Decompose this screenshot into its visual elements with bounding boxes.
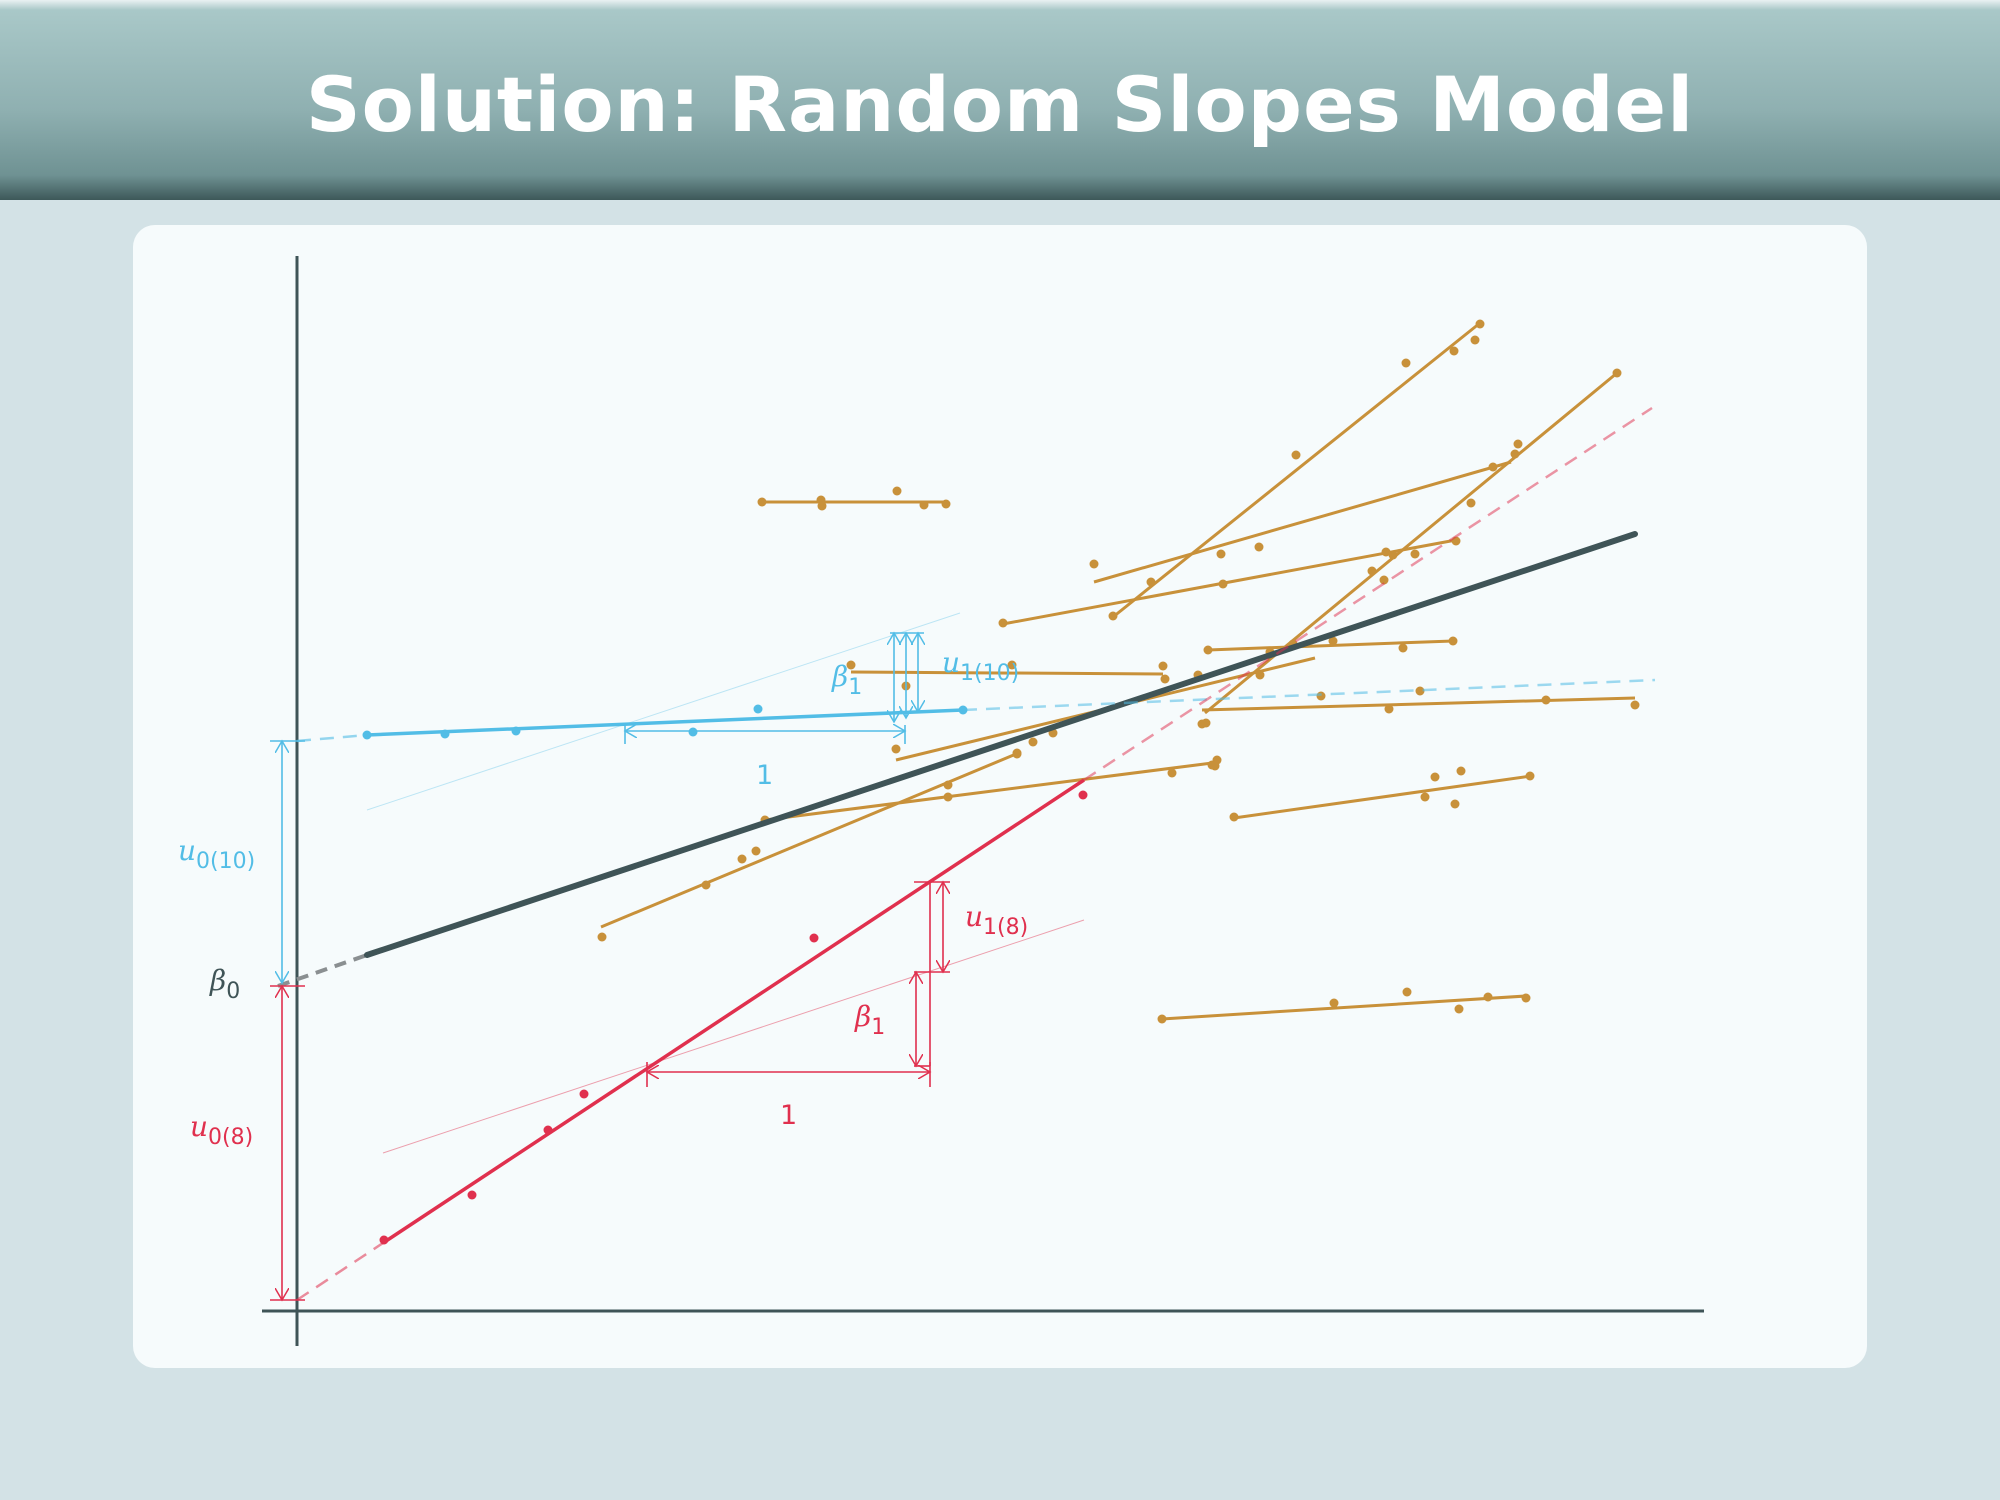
red-u0-label: u0(8) [190,1110,253,1150]
red-one-label: 1 [780,1100,797,1131]
orange-groups [600,321,1636,1021]
red-beta1-label: β1 [854,1000,885,1040]
red-annotations [270,882,950,1300]
blue-dashed-right [962,678,1656,712]
orange-points [597,319,1640,1024]
red-group-line [382,778,1085,1245]
blue-u1-label: u1(10) [942,646,1019,686]
red-guide-line [382,919,1085,1154]
red-dashed-right [1083,406,1653,782]
blue-group-line [366,708,964,737]
blue-guide-line [366,612,961,811]
blue-one-label: 1 [756,760,773,791]
beta0-label: β0 [209,964,240,1004]
red-u1-label: u1(8) [965,900,1028,940]
beta0-dashed-extension [277,953,368,988]
diagram-panel [133,225,1867,1368]
blue-beta1-label: β1 [831,660,862,700]
slide-title: Solution: Random Slopes Model [305,59,1695,149]
blue-dashed-left [296,733,368,743]
blue-u0-label: u0(10) [178,834,255,874]
red-dashed-left [296,1241,384,1302]
fixed-effects-line [364,531,1638,958]
blue-annotations [270,633,924,983]
slide-title-bar: Solution: Random Slopes Model [0,0,2000,200]
red-points [379,790,1088,1245]
